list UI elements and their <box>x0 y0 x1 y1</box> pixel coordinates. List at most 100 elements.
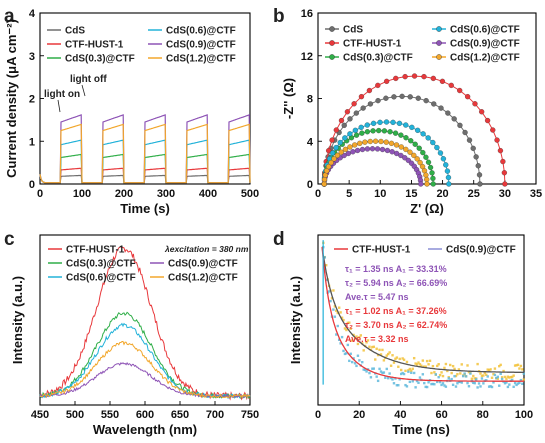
x-tick-label: 650 <box>171 409 189 421</box>
annotation-light-on: light on <box>44 89 80 100</box>
data-point <box>336 311 339 315</box>
fit-parameter-text: τ₁ = 1.02 ns A₁ = 37.26% <box>345 306 447 316</box>
data-point <box>486 368 489 371</box>
y-axis-label: Current density (μA cm⁻²) <box>4 19 19 178</box>
legend-label: CdS(0.9)@CTF <box>450 39 520 50</box>
data-point <box>441 382 445 385</box>
data-point <box>372 138 379 144</box>
data-point <box>433 383 436 386</box>
y-tick-label: 0 <box>307 179 313 191</box>
data-point <box>446 181 452 187</box>
legend-label: CTF-HUST-1 <box>66 245 125 256</box>
data-point <box>414 156 420 162</box>
data-point <box>430 382 433 386</box>
annotation-light-off: light off <box>70 74 107 85</box>
data-point <box>415 127 421 133</box>
data-point <box>398 132 404 138</box>
data-point <box>500 376 504 379</box>
data-point <box>333 315 337 318</box>
data-point <box>388 372 391 375</box>
data-point <box>358 94 365 100</box>
series-line-CdS(0.9)@CTF <box>39 361 251 399</box>
data-point <box>388 140 395 146</box>
panel-a-photocurrent-chart: 0 100 200 300 400 500 0 1 2 3 4 Time (s) Current den… <box>4 8 259 216</box>
data-point <box>333 144 339 151</box>
data-point <box>453 367 456 371</box>
data-point <box>438 373 442 377</box>
data-point <box>345 352 348 355</box>
data-point <box>359 130 365 136</box>
data-point <box>414 362 417 365</box>
data-point <box>487 368 491 372</box>
legend-marker <box>436 40 442 46</box>
data-point <box>479 109 485 115</box>
data-point <box>329 150 336 156</box>
data-point <box>356 354 360 357</box>
data-point <box>393 150 400 157</box>
x-tick-label: 300 <box>157 188 175 200</box>
x-tick-label: 0 <box>315 409 321 421</box>
data-point <box>451 116 457 122</box>
data-point <box>437 150 444 156</box>
data-point <box>368 345 371 348</box>
data-point <box>374 358 377 361</box>
data-point <box>347 131 353 137</box>
data-point <box>493 367 497 370</box>
y-axis-label: Intensity (a.u.) <box>10 276 25 364</box>
data-point <box>343 327 347 330</box>
data-point <box>473 154 479 160</box>
data-point <box>379 353 383 356</box>
data-point <box>392 130 399 136</box>
data-point <box>430 139 436 146</box>
data-point <box>375 98 381 104</box>
y-tick-label: 16 <box>301 8 313 20</box>
annotation-arrow-off <box>81 84 86 97</box>
data-point <box>366 339 370 342</box>
data-point <box>464 375 468 378</box>
data-point <box>420 131 426 137</box>
data-point <box>480 374 484 378</box>
data-point <box>490 127 496 133</box>
data-point <box>376 353 380 357</box>
data-point <box>365 370 368 373</box>
data-point <box>337 139 343 146</box>
legend-label: CdS(0.9)@CTF <box>166 40 236 51</box>
data-point <box>365 341 368 344</box>
data-point <box>364 122 370 128</box>
fit-parameter-text: τ₂ = 5.94 ns A₂ = 66.69% <box>345 278 447 288</box>
legend-label: CTF-HUST-1 <box>343 39 402 50</box>
data-point <box>395 356 399 359</box>
data-point <box>387 129 393 135</box>
series-line-CTF-HUST-1 <box>39 246 251 401</box>
data-point <box>500 377 504 381</box>
data-point <box>441 374 445 378</box>
data-point <box>456 382 459 385</box>
data-point <box>357 140 363 146</box>
legend-marker <box>329 26 335 32</box>
data-point <box>359 146 366 153</box>
data-point <box>402 155 408 161</box>
data-point <box>395 384 399 387</box>
data-point <box>439 78 446 84</box>
data-point <box>443 366 446 370</box>
data-point <box>336 324 339 328</box>
data-point <box>412 356 416 360</box>
data-point <box>444 362 448 366</box>
data-point <box>430 181 436 187</box>
data-point <box>330 297 334 300</box>
data-point <box>461 374 465 378</box>
data-point <box>408 367 412 371</box>
data-point <box>415 379 419 383</box>
data-point <box>401 357 404 360</box>
data-point <box>482 374 485 377</box>
data-point <box>445 110 451 116</box>
series-line-CdS(1.2)@CTF <box>39 340 251 399</box>
data-point <box>376 379 380 383</box>
x-tick-label: 20 <box>436 188 448 200</box>
x-tick-label: 500 <box>66 409 84 421</box>
legend-label: CdS(0.3)@CTF <box>66 259 136 270</box>
data-point <box>331 156 337 162</box>
data-point <box>519 364 523 368</box>
data-point <box>379 146 386 153</box>
x-tick-label: 0 <box>37 188 43 200</box>
